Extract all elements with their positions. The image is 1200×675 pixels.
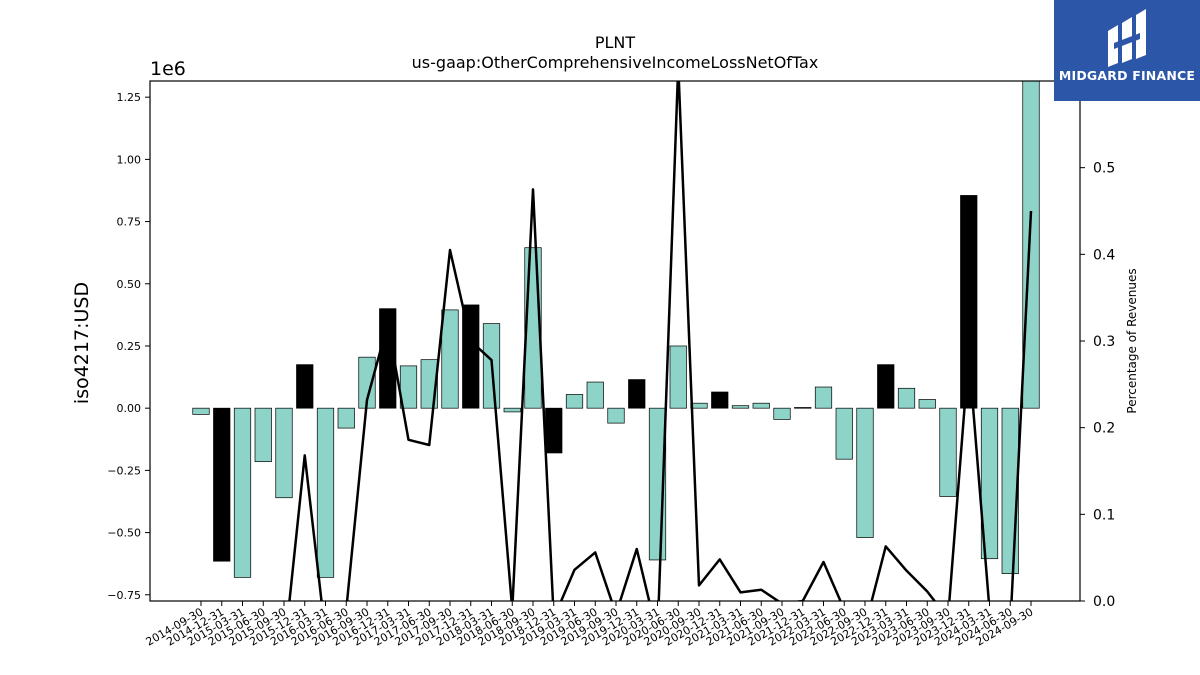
- bar: [296, 364, 314, 409]
- bar: [918, 399, 936, 409]
- bar: [503, 407, 521, 413]
- y-offset-text: 1e6: [150, 58, 186, 80]
- logo-text: MIDGARD FINANCE: [1058, 68, 1196, 83]
- y-tick-label: 0.50: [117, 278, 142, 291]
- y2-tick-label: 0.0: [1093, 594, 1115, 610]
- bar: [316, 407, 335, 578]
- bar: [731, 405, 750, 409]
- y-axis-label: iso4217:USD: [71, 282, 93, 404]
- midgard-logo-icon: [1108, 9, 1146, 67]
- y-tick-label: −0.25: [107, 464, 141, 477]
- y-tick-label: 1.00: [117, 153, 142, 166]
- bar: [254, 407, 272, 463]
- bar: [275, 407, 293, 499]
- bar: [462, 304, 480, 409]
- bar: [814, 386, 833, 409]
- y-tick-label: 1.25: [117, 91, 142, 104]
- bar-series: [192, 81, 1040, 578]
- bar: [752, 402, 770, 409]
- bar: [233, 407, 252, 578]
- bar: [586, 381, 604, 409]
- bar: [669, 345, 687, 409]
- y2-tick-label: 0.5: [1093, 161, 1115, 177]
- y-tick-label: 0.00: [117, 402, 142, 415]
- bar: [1022, 81, 1040, 409]
- y-tick-label: 0.75: [117, 216, 142, 229]
- y-tick-label: 0.25: [117, 340, 142, 353]
- line-series: [288, 81, 1033, 601]
- bar: [960, 195, 978, 409]
- plot-frame: [149, 80, 1081, 602]
- y2-axis-ticks: 0.00.10.20.30.40.50.6: [1080, 74, 1115, 610]
- bar: [565, 394, 584, 409]
- bar: [545, 407, 563, 454]
- chart-subtitle: us-gaap:OtherComprehensiveIncomeLossNetO…: [412, 53, 819, 72]
- bar: [607, 407, 625, 424]
- y2-tick-label: 0.2: [1093, 421, 1115, 437]
- bar: [192, 407, 210, 415]
- bar: [856, 407, 874, 538]
- chart-title: PLNT: [595, 33, 636, 52]
- x-axis-ticks: 2014-09-302014-12-312015-03-312015-06-30…: [144, 601, 1036, 649]
- bar: [939, 407, 957, 497]
- y2-axis-label: Percentage of Revenues: [1125, 268, 1139, 413]
- bar: [980, 407, 999, 560]
- bar: [711, 391, 729, 409]
- y-axis-ticks: −0.75 −0.50 −0.25 0.00 0.25 0.50 0.75 1.00 1.25: [107, 91, 150, 602]
- bar: [628, 379, 646, 409]
- y2-tick-label: 0.4: [1093, 247, 1115, 263]
- bar: [773, 407, 791, 420]
- y-tick-label: −0.50: [107, 527, 141, 540]
- y-tick-label: −0.75: [107, 589, 141, 602]
- percentage-line: [288, 81, 1033, 601]
- bar: [877, 364, 895, 409]
- bar: [337, 407, 355, 429]
- bar: [835, 407, 853, 460]
- y2-tick-label: 0.3: [1093, 334, 1115, 350]
- y2-tick-label: 0.1: [1093, 507, 1115, 523]
- bar: [897, 387, 916, 409]
- bar: [794, 407, 812, 409]
- bar: [213, 407, 231, 562]
- brand-logo: MIDGARD FINANCE: [1054, 0, 1200, 101]
- bar: [690, 402, 708, 409]
- bar: [441, 309, 459, 409]
